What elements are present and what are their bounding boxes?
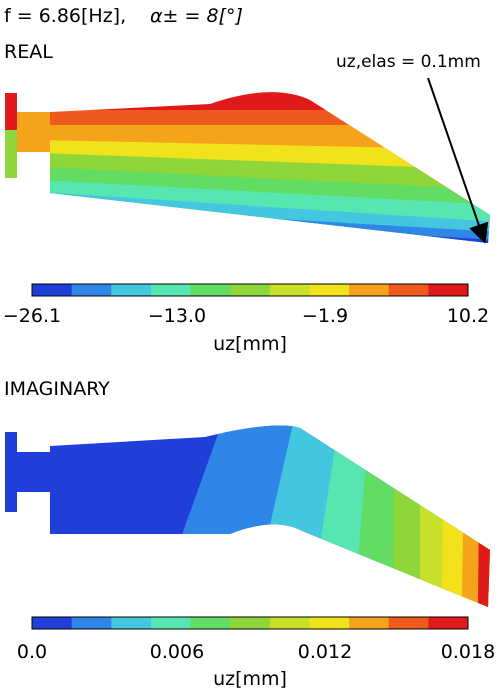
imag-body xyxy=(50,425,490,607)
imag-tick-3: 0.018 xyxy=(441,641,495,663)
real-colorbar-swatch-0 xyxy=(32,284,73,296)
imag-colorbar-swatch-1 xyxy=(71,617,112,629)
imag-tick-1: 0.006 xyxy=(150,641,204,663)
real-colorbar xyxy=(31,283,469,297)
real-colorbar-ticks: −26.1 −13.0 −1.9 10.2 xyxy=(3,305,489,327)
real-annotation: uz,elas = 0.1mm xyxy=(336,52,481,72)
real-colorbar-swatch-8 xyxy=(349,284,390,296)
imag-colorbar-swatch-4 xyxy=(190,617,231,629)
real-colorbar-label: uz[mm] xyxy=(213,333,287,355)
real-colorbar-frame xyxy=(31,283,469,297)
real-panel-title: REAL xyxy=(4,41,53,63)
imag-flange xyxy=(5,432,17,512)
real-colorbar-swatch-6 xyxy=(269,284,310,296)
real-colorbar-swatch-9 xyxy=(388,284,429,296)
real-colorbar-swatch-4 xyxy=(190,284,231,296)
angle-label: α± = 8[°] xyxy=(150,5,243,27)
real-colorbar-swatch-7 xyxy=(309,284,350,296)
real-colorbar-swatch-5 xyxy=(230,284,271,296)
imag-colorbar-swatch-0 xyxy=(32,617,73,629)
real-tick-1: −13.0 xyxy=(148,305,206,327)
imag-colorbar-swatch-10 xyxy=(428,617,469,629)
imag-colorbar-swatch-3 xyxy=(150,617,192,629)
real-tick-3: 10.2 xyxy=(447,305,489,327)
imag-tick-2: 0.012 xyxy=(298,641,352,663)
real-tick-0: −26.1 xyxy=(3,305,61,327)
imag-colorbar-ticks: 0.0 0.006 0.012 0.018 xyxy=(17,641,495,663)
real-structure xyxy=(5,77,490,244)
imag-structure xyxy=(5,425,490,607)
real-body xyxy=(50,92,490,243)
real-colorbar-swatch-10 xyxy=(428,284,469,296)
imag-tick-0: 0.0 xyxy=(17,641,47,663)
imag-colorbar-swatch-2 xyxy=(111,617,152,629)
imag-colorbar xyxy=(31,616,469,630)
imag-colorbar-swatch-5 xyxy=(230,617,271,629)
real-colorbar-swatch-3 xyxy=(150,284,192,296)
real-colorbar-swatch-2 xyxy=(111,284,152,296)
imag-colorbar-swatch-7 xyxy=(309,617,350,629)
frequency-label: f = 6.86[Hz], xyxy=(4,5,126,27)
imag-shaft xyxy=(17,452,51,492)
real-flange-lower xyxy=(5,130,17,178)
imag-colorbar-swatch-6 xyxy=(269,617,310,629)
imag-colorbar-label: uz[mm] xyxy=(213,668,287,689)
imag-colorbar-frame xyxy=(31,616,469,630)
real-colorbar-swatch-1 xyxy=(71,284,112,296)
imag-colorbar-swatch-9 xyxy=(388,617,429,629)
imag-colorbar-swatch-8 xyxy=(349,617,390,629)
real-shaft xyxy=(17,112,51,152)
real-tick-2: −1.9 xyxy=(302,305,348,327)
imag-panel-title: IMAGINARY xyxy=(4,378,110,400)
annotation-arrow xyxy=(427,77,489,244)
